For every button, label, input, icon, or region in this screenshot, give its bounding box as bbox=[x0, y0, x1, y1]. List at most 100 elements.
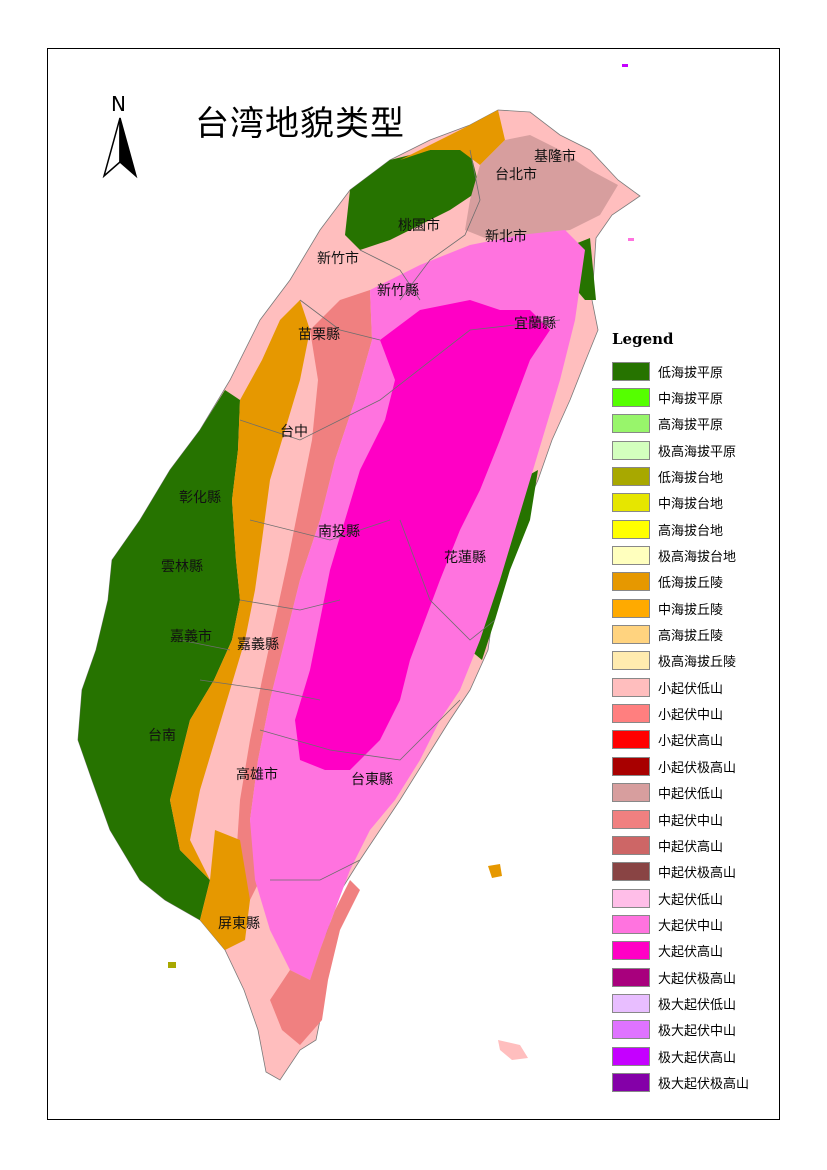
legend-label: 小起伏低山 bbox=[658, 681, 724, 697]
city-label-taitung: 台東縣 bbox=[351, 772, 393, 788]
legend-item: 小起伏低山 bbox=[612, 674, 772, 700]
legend-swatch bbox=[612, 598, 650, 618]
legend-swatch bbox=[612, 730, 650, 750]
legend-swatch bbox=[612, 388, 650, 408]
legend-item: 大起伏极高山 bbox=[612, 964, 772, 990]
northwest-plain bbox=[345, 150, 480, 250]
legend-label: 大起伏高山 bbox=[658, 945, 724, 961]
legend-label: 极高海拔平原 bbox=[658, 444, 737, 460]
legend-label: 小起伏高山 bbox=[658, 734, 724, 750]
green-island bbox=[498, 1040, 528, 1060]
city-label-hsinchu-city: 新竹市 bbox=[317, 251, 359, 267]
legend-item: 极高海拔平原 bbox=[612, 437, 772, 463]
legend-item: 大起伏高山 bbox=[612, 938, 772, 964]
legend-label: 大起伏低山 bbox=[658, 892, 724, 908]
legend-label: 低海拔丘陵 bbox=[658, 576, 724, 592]
legend-swatch bbox=[612, 1072, 650, 1092]
legend-item: 大起伏低山 bbox=[612, 885, 772, 911]
legend-swatch bbox=[612, 914, 650, 934]
legend-label: 低海拔平原 bbox=[658, 365, 724, 381]
legend-label: 高海拔平原 bbox=[658, 418, 724, 434]
city-label-chiayi-county: 嘉義縣 bbox=[237, 637, 279, 653]
legend-label: 中起伏极高山 bbox=[658, 866, 737, 882]
legend-item: 极大起伏低山 bbox=[612, 990, 772, 1016]
northern-mid-relief bbox=[465, 135, 618, 240]
legend-item: 中海拔丘陵 bbox=[612, 595, 772, 621]
legend-item: 低海拔丘陵 bbox=[612, 569, 772, 595]
city-label-taipei: 台北市 bbox=[495, 167, 537, 183]
legend: Legend 低海拔平原 中海拔平原 高海拔平原 极高海拔平原 低海拔台地 中海拔台地 高海… bbox=[612, 330, 772, 1096]
legend-swatch bbox=[612, 361, 650, 381]
city-label-hualien: 花蓮縣 bbox=[444, 550, 486, 566]
legend-swatch bbox=[612, 1046, 650, 1066]
city-label-chiayi-city: 嘉義市 bbox=[170, 629, 212, 645]
islet-south bbox=[168, 962, 176, 968]
legend-item: 低海拔平原 bbox=[612, 358, 772, 384]
legend-label: 中海拔丘陵 bbox=[658, 602, 724, 618]
legend-swatch bbox=[612, 862, 650, 882]
city-label-taichung: 台中 bbox=[280, 424, 308, 440]
legend-item: 中起伏中山 bbox=[612, 806, 772, 832]
legend-swatch bbox=[612, 809, 650, 829]
city-label-taoyuan: 桃園市 bbox=[398, 218, 440, 234]
city-label-kaohsiung: 高雄市 bbox=[236, 767, 278, 783]
legend-swatch bbox=[612, 967, 650, 987]
legend-swatch bbox=[612, 546, 650, 566]
legend-swatch bbox=[612, 756, 650, 776]
city-label-newtaipei: 新北市 bbox=[485, 229, 527, 245]
central-range-high bbox=[295, 300, 550, 770]
legend-item: 高海拔丘陵 bbox=[612, 621, 772, 647]
legend-swatch bbox=[612, 572, 650, 592]
north-arrow-label: N bbox=[111, 92, 126, 116]
legend-swatch bbox=[612, 993, 650, 1013]
legend-swatch bbox=[612, 941, 650, 961]
legend-label: 中起伏低山 bbox=[658, 787, 724, 803]
map-title: 台湾地貌类型 bbox=[195, 104, 405, 144]
legend-swatch bbox=[612, 1020, 650, 1040]
legend-item: 高海拔台地 bbox=[612, 516, 772, 542]
legend-item: 小起伏中山 bbox=[612, 700, 772, 726]
legend-label: 中起伏中山 bbox=[658, 813, 724, 829]
legend-label: 极大起伏低山 bbox=[658, 997, 737, 1013]
city-label-hsinchu-county: 新竹縣 bbox=[377, 283, 419, 299]
legend-item: 中海拔平原 bbox=[612, 384, 772, 410]
city-label-keelung: 基隆市 bbox=[534, 149, 576, 165]
legend-swatch bbox=[612, 493, 650, 513]
legend-label: 高海拔丘陵 bbox=[658, 629, 724, 645]
legend-label: 中起伏高山 bbox=[658, 839, 724, 855]
legend-item: 中海拔台地 bbox=[612, 490, 772, 516]
city-label-nantou: 南投縣 bbox=[318, 524, 360, 540]
legend-item: 极高海拔台地 bbox=[612, 542, 772, 568]
legend-item: 小起伏高山 bbox=[612, 727, 772, 753]
legend-swatch bbox=[612, 704, 650, 724]
legend-items: 低海拔平原 中海拔平原 高海拔平原 极高海拔平原 低海拔台地 中海拔台地 高海拔台地 极高海拔… bbox=[612, 358, 772, 1096]
southern-hills bbox=[200, 830, 250, 950]
legend-item: 极大起伏高山 bbox=[612, 1043, 772, 1069]
legend-label: 大起伏极高山 bbox=[658, 971, 737, 987]
legend-item: 极高海拔丘陵 bbox=[612, 648, 772, 674]
legend-label: 极高海拔丘陵 bbox=[658, 655, 737, 671]
western-slope-salmon bbox=[236, 290, 372, 900]
legend-label: 极大起伏中山 bbox=[658, 1024, 737, 1040]
legend-swatch bbox=[612, 783, 650, 803]
legend-item: 低海拔台地 bbox=[612, 463, 772, 489]
legend-swatch bbox=[612, 467, 650, 487]
southern-salmon bbox=[270, 880, 360, 1045]
legend-swatch bbox=[612, 519, 650, 539]
north-arrow-icon bbox=[102, 117, 138, 179]
legend-item: 中起伏低山 bbox=[612, 780, 772, 806]
islet-east bbox=[628, 238, 634, 241]
legend-item: 中起伏高山 bbox=[612, 832, 772, 858]
legend-swatch bbox=[612, 440, 650, 460]
city-label-changhua: 彰化縣 bbox=[179, 490, 221, 506]
legend-label: 极大起伏高山 bbox=[658, 1050, 737, 1066]
legend-label: 极大起伏极高山 bbox=[658, 1076, 750, 1092]
islet-ne bbox=[622, 64, 628, 67]
legend-swatch bbox=[612, 625, 650, 645]
legend-item: 小起伏极高山 bbox=[612, 753, 772, 779]
city-label-yilan: 宜蘭縣 bbox=[514, 316, 556, 332]
western-foothills bbox=[170, 300, 310, 880]
legend-title: Legend bbox=[612, 330, 674, 348]
legend-swatch bbox=[612, 651, 650, 671]
legend-label: 大起伏中山 bbox=[658, 918, 724, 934]
